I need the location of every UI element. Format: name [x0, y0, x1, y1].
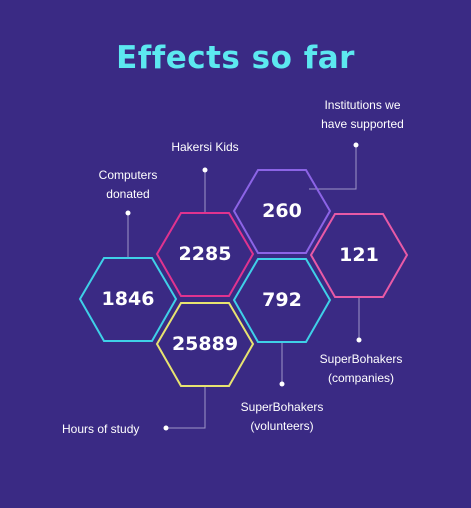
stat-value-volunteers: 792 — [262, 289, 302, 311]
stat-value-institutions: 260 — [262, 200, 302, 222]
stat-value-hours: 25889 — [172, 333, 238, 355]
hexagon-computers: 1846 — [78, 257, 178, 342]
connector-hours — [163, 386, 206, 431]
hexagon-hours: 25889 — [155, 302, 255, 387]
label-hours: Hours of study — [62, 422, 140, 436]
stat-value-companies: 121 — [339, 244, 379, 266]
page-title: Effects so far — [116, 40, 355, 76]
label-institutions: Institutions we have supported — [321, 98, 404, 131]
label-companies: SuperBohakers (companies) — [319, 352, 403, 385]
stat-value-computers: 1846 — [102, 288, 155, 310]
stat-value-kids: 2285 — [179, 243, 232, 265]
connector-computers — [125, 210, 131, 258]
label-volunteers: SuperBohakers (volunteers) — [240, 400, 324, 433]
connector-volunteers — [279, 342, 285, 387]
connector-kids — [202, 167, 208, 213]
label-computers: Computers donated — [98, 168, 158, 201]
connector-companies — [356, 297, 362, 343]
hexagon-companies: 121 — [309, 213, 409, 298]
hexagon-kids: 2285 — [155, 212, 255, 297]
connector-institutions — [309, 142, 359, 190]
label-kids: Hakersi Kids — [171, 140, 239, 154]
hexagon-volunteers: 792 — [232, 258, 332, 343]
hexagon-institutions: 260 — [232, 169, 332, 254]
